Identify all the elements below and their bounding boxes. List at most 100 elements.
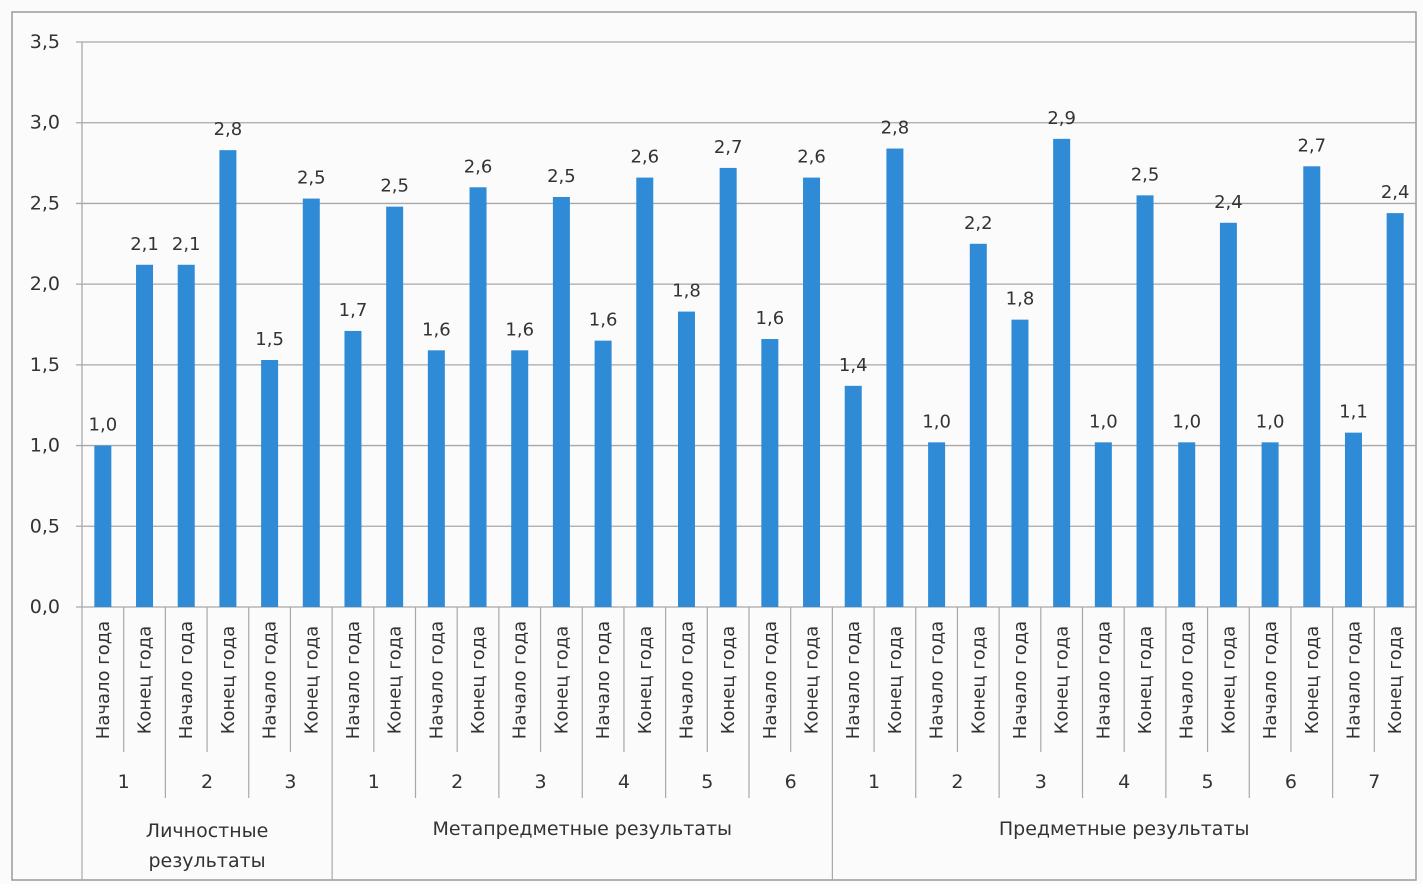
category-label: Конец года — [385, 626, 406, 735]
category-label: Начало года — [676, 621, 697, 739]
category-label: Конец года — [1052, 626, 1073, 735]
bar — [1136, 195, 1154, 607]
data-label: 2,9 — [1047, 108, 1076, 129]
group-label: Предметные результаты — [999, 818, 1250, 840]
category-label: Конец года — [1302, 626, 1323, 735]
y-tick-label: 3,5 — [30, 31, 60, 53]
bar — [1219, 222, 1237, 608]
bar — [928, 442, 946, 607]
category-label: Конец года — [468, 626, 489, 735]
subgroup-label: 3 — [535, 771, 547, 793]
data-label: 2,5 — [297, 168, 326, 189]
y-tick-label: 3,0 — [30, 112, 60, 134]
bar — [94, 445, 112, 607]
bar — [302, 198, 320, 608]
y-tick-label: 0,0 — [30, 596, 60, 618]
subgroup-label: 5 — [1202, 771, 1214, 793]
category-label: Конец года — [301, 626, 322, 735]
subgroup-label: 4 — [618, 771, 630, 793]
y-tick-label: 2,0 — [30, 273, 60, 295]
bar — [1344, 432, 1362, 607]
y-tick-label: 1,5 — [30, 354, 60, 376]
data-label: 1,6 — [756, 308, 785, 329]
category-label: Начало года — [343, 621, 364, 739]
category-label: Начало года — [1177, 621, 1198, 739]
bar — [1178, 442, 1196, 607]
data-label: 2,7 — [714, 137, 743, 158]
bar — [636, 177, 654, 607]
data-label: 1,0 — [1256, 411, 1285, 432]
bar — [1053, 138, 1071, 607]
bar — [886, 148, 904, 608]
bar — [1011, 319, 1029, 607]
bar — [677, 311, 695, 607]
bars — [94, 138, 1404, 608]
category-label: Конец года — [218, 626, 239, 735]
bar — [1303, 166, 1321, 608]
bar — [1261, 442, 1279, 607]
subgroup-label: 6 — [1285, 771, 1297, 793]
category-label: Начало года — [927, 621, 948, 739]
y-tick-label: 0,5 — [30, 515, 60, 537]
data-label: 1,6 — [505, 319, 534, 340]
subgroup-label: 5 — [701, 771, 713, 793]
bar — [552, 196, 570, 607]
data-label: 2,8 — [881, 118, 910, 139]
data-label: 2,5 — [1131, 164, 1160, 185]
data-label: 1,6 — [589, 310, 618, 331]
bar — [261, 360, 279, 607]
subgroup-label: 2 — [451, 771, 463, 793]
category-label: Начало года — [176, 621, 197, 739]
data-label: 1,0 — [922, 411, 951, 432]
data-label: 2,6 — [464, 156, 493, 177]
bar — [1094, 442, 1112, 607]
category-label: Конец года — [1135, 626, 1156, 735]
y-tick-label: 1,0 — [30, 435, 60, 457]
category-label: Начало года — [260, 621, 281, 739]
subgroup-label: 1 — [368, 771, 380, 793]
category-label: Начало года — [843, 621, 864, 739]
data-label: 2,7 — [1297, 135, 1326, 156]
y-tick-label: 2,5 — [30, 192, 60, 214]
bar — [344, 330, 362, 607]
category-label: Конец года — [135, 626, 156, 735]
category-label: Конец года — [1385, 626, 1406, 735]
category-label: Конец года — [885, 626, 906, 735]
data-label: 2,6 — [797, 147, 826, 168]
category-label: Начало года — [1093, 621, 1114, 739]
subgroup-label: 7 — [1368, 771, 1380, 793]
category-label: Конец года — [718, 626, 739, 735]
bar — [469, 187, 487, 608]
bar — [136, 264, 154, 607]
data-label: 2,5 — [380, 176, 409, 197]
data-label: 1,0 — [1089, 411, 1118, 432]
data-label: 2,4 — [1381, 182, 1410, 203]
category-label: Конец года — [1218, 626, 1239, 735]
data-label: 2,5 — [547, 166, 576, 187]
bar — [761, 339, 779, 607]
data-label: 1,4 — [839, 355, 868, 376]
data-label: 2,4 — [1214, 192, 1243, 213]
bar — [969, 243, 987, 608]
group-label: результаты — [148, 850, 265, 872]
data-labels: 1,0 2,1 2,1 2,8 1,5 2,5 1,7 2,5 1,6 2,6 1,6 2,5 1,6 2… — [89, 108, 1410, 436]
subgroup-label: 1 — [868, 771, 880, 793]
data-label: 1,0 — [1172, 411, 1201, 432]
category-label: Конец года — [802, 626, 823, 735]
group-label: Метапредметные результаты — [432, 818, 732, 840]
category-label: Начало года — [93, 621, 114, 739]
subgroup-label: 3 — [1035, 771, 1047, 793]
y-axis: 0,0 0,5 1,0 1,5 2,0 2,5 3,0 3,5 — [30, 31, 83, 618]
bar — [844, 385, 862, 607]
data-label: 1,0 — [89, 415, 118, 436]
subgroup-label: 4 — [1118, 771, 1130, 793]
category-label: Конец года — [635, 626, 656, 735]
data-label: 1,5 — [255, 329, 284, 350]
data-label: 2,2 — [964, 213, 993, 234]
data-label: 2,1 — [172, 234, 201, 255]
bar — [386, 206, 404, 607]
bar — [594, 340, 612, 607]
subgroup-label: 6 — [785, 771, 797, 793]
